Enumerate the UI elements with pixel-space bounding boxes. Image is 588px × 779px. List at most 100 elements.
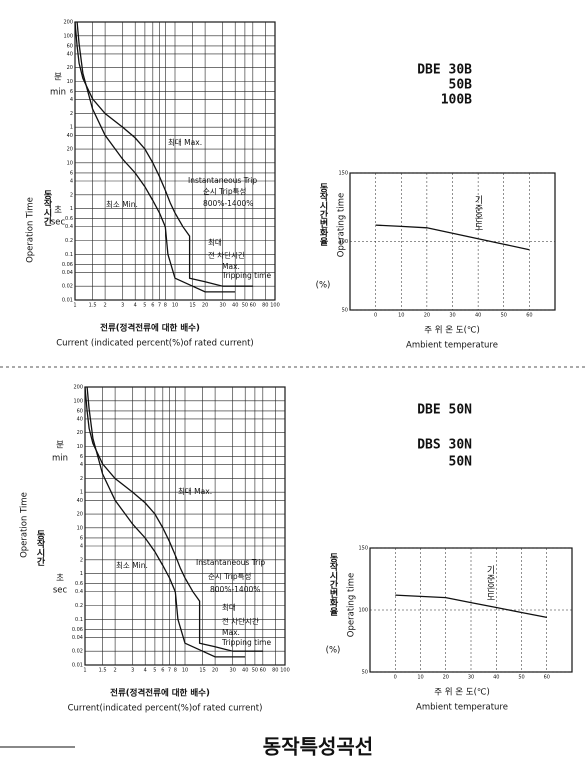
x-axis-label: 전류(정격전류에 대한 배수) <box>100 323 200 334</box>
y-axis-label: Operation Time <box>20 492 30 558</box>
y-tick-label: 6 <box>80 454 83 460</box>
y-tick-label: 40 <box>77 416 83 422</box>
x-tick-label: 5 <box>153 668 156 674</box>
unit-label: 초 <box>54 206 62 216</box>
model: 50B <box>449 78 473 93</box>
x-tick-label: 2 <box>114 668 117 674</box>
x-tick-label: 30 <box>220 303 226 309</box>
model: DBS 30N <box>417 438 472 453</box>
x-tick-label: 4 <box>134 303 137 309</box>
x-tick-label: 5 <box>143 303 146 309</box>
x-tick-label: 1 <box>83 668 86 674</box>
y-tick-label: 2 <box>70 192 73 198</box>
x-axis-label: Current(indicated percent(%)of rated cur… <box>68 704 263 714</box>
x-tick-label: 80 <box>262 303 268 309</box>
y-axis-label: Operating time <box>337 193 347 257</box>
x-tick-label: 20 <box>212 668 218 674</box>
y-tick-label: 0.01 <box>62 298 73 304</box>
annotation: 800%-1400% <box>210 585 260 594</box>
x-tick-label: 1.5 <box>89 303 97 309</box>
x-tick-label: 40 <box>232 303 238 309</box>
x-tick-label: 3 <box>121 303 124 309</box>
x-tick-label: 40 <box>475 313 481 319</box>
model: DBE 50N <box>417 403 472 418</box>
curve <box>84 386 263 652</box>
model: 50N <box>449 455 473 470</box>
x-tick-label: 50 <box>252 668 258 674</box>
x-axis-label: 주 위 온 도(℃) <box>424 326 480 336</box>
x-tick-label: 10 <box>398 313 404 319</box>
y-tick-label: 2 <box>80 476 83 482</box>
y-tick-label: 200 <box>73 385 83 391</box>
series-label: 최대 Max. <box>178 486 212 496</box>
x-axis-label: Ambient temperature <box>406 341 498 351</box>
y-tick-label: 6 <box>70 89 73 95</box>
x-tick-label: 1 <box>73 303 76 309</box>
y-tick-label: 100 <box>73 398 83 404</box>
y-tick-label: 100 <box>63 33 73 39</box>
y-tick-label: 10 <box>67 79 73 85</box>
x-tick-label: 0 <box>394 675 397 681</box>
y-tick-label: 150 <box>358 546 368 552</box>
x-tick-label: 50 <box>242 303 248 309</box>
y-tick-label: 0.1 <box>65 252 73 258</box>
annotation: Instantaneous Trip <box>188 176 257 185</box>
annotation: Instantaneous Trip <box>196 558 265 567</box>
y-tick-label: 1 <box>70 206 73 212</box>
x-tick-label: 15 <box>189 303 195 309</box>
unit-label: min <box>52 454 68 464</box>
annotation: 최대 <box>222 602 236 612</box>
y-tick-label: 0.01 <box>72 663 83 669</box>
x-tick-label: 7 <box>168 668 171 674</box>
model: 100B <box>441 93 472 108</box>
y-tick-label: 4 <box>80 544 83 550</box>
y-tick-label: 40 <box>67 133 73 139</box>
y-tick-label: 0.04 <box>72 635 83 641</box>
x-tick-label: 6 <box>161 668 164 674</box>
x-axis-label: 주 위 온 도(℃) <box>434 688 490 698</box>
y-axis-label: Operation Time <box>26 197 36 263</box>
unit-label: 초 <box>56 574 64 584</box>
y-tick-label: 4 <box>70 97 73 103</box>
y-tick-label: 40 <box>67 51 73 57</box>
curve <box>76 21 236 293</box>
y-axis-label: Operating time <box>347 573 357 637</box>
y-tick-label: 0.2 <box>65 238 73 244</box>
x-tick-label: 20 <box>424 313 430 319</box>
y-tick-label: 2 <box>70 111 73 117</box>
x-tick-label: 10 <box>417 675 423 681</box>
x-tick-label: 20 <box>202 303 208 309</box>
series-label: 최소 Min. <box>106 199 138 209</box>
y-tick-label: 10 <box>77 444 83 450</box>
unit-label: min <box>50 88 66 98</box>
x-tick-label: 60 <box>544 675 550 681</box>
y-tick-label: 20 <box>77 512 83 518</box>
annotation: 기준온도 <box>473 195 483 231</box>
y-tick-label: 20 <box>67 147 73 153</box>
y-tick-label: 0.4 <box>75 589 83 595</box>
y-tick-label: 60 <box>67 43 73 49</box>
y-tick-label: 0.02 <box>62 284 73 290</box>
annotation: Tripping time <box>221 638 271 647</box>
annotation: 순시 Trip특성 <box>203 187 246 196</box>
y-tick-label: 1 <box>80 571 83 577</box>
x-tick-label: 10 <box>172 303 178 309</box>
unit-label: 분 <box>54 73 62 83</box>
y-axis-label: 동작시간 <box>42 190 52 227</box>
y-tick-label: 0.04 <box>62 270 73 276</box>
y-axis-label: 동작시간 <box>35 530 45 567</box>
annotation: 최대 <box>208 237 222 247</box>
x-tick-label: 8 <box>174 668 177 674</box>
y-tick-label: 0.06 <box>72 627 83 633</box>
y-tick-label: 6 <box>70 170 73 176</box>
annotation: Max. <box>222 628 240 637</box>
annotation: 순시 Trip특성 <box>208 572 251 581</box>
annotation: 전 차단시간 <box>222 616 259 626</box>
unit-label: sec <box>51 218 66 228</box>
x-tick-label: 0 <box>374 313 377 319</box>
x-tick-label: 100 <box>280 668 290 674</box>
y-tick-label: 150 <box>338 171 348 177</box>
y-unit: (%) <box>326 646 341 656</box>
annotation: 기준온도 <box>485 565 495 601</box>
x-tick-label: 10 <box>182 668 188 674</box>
